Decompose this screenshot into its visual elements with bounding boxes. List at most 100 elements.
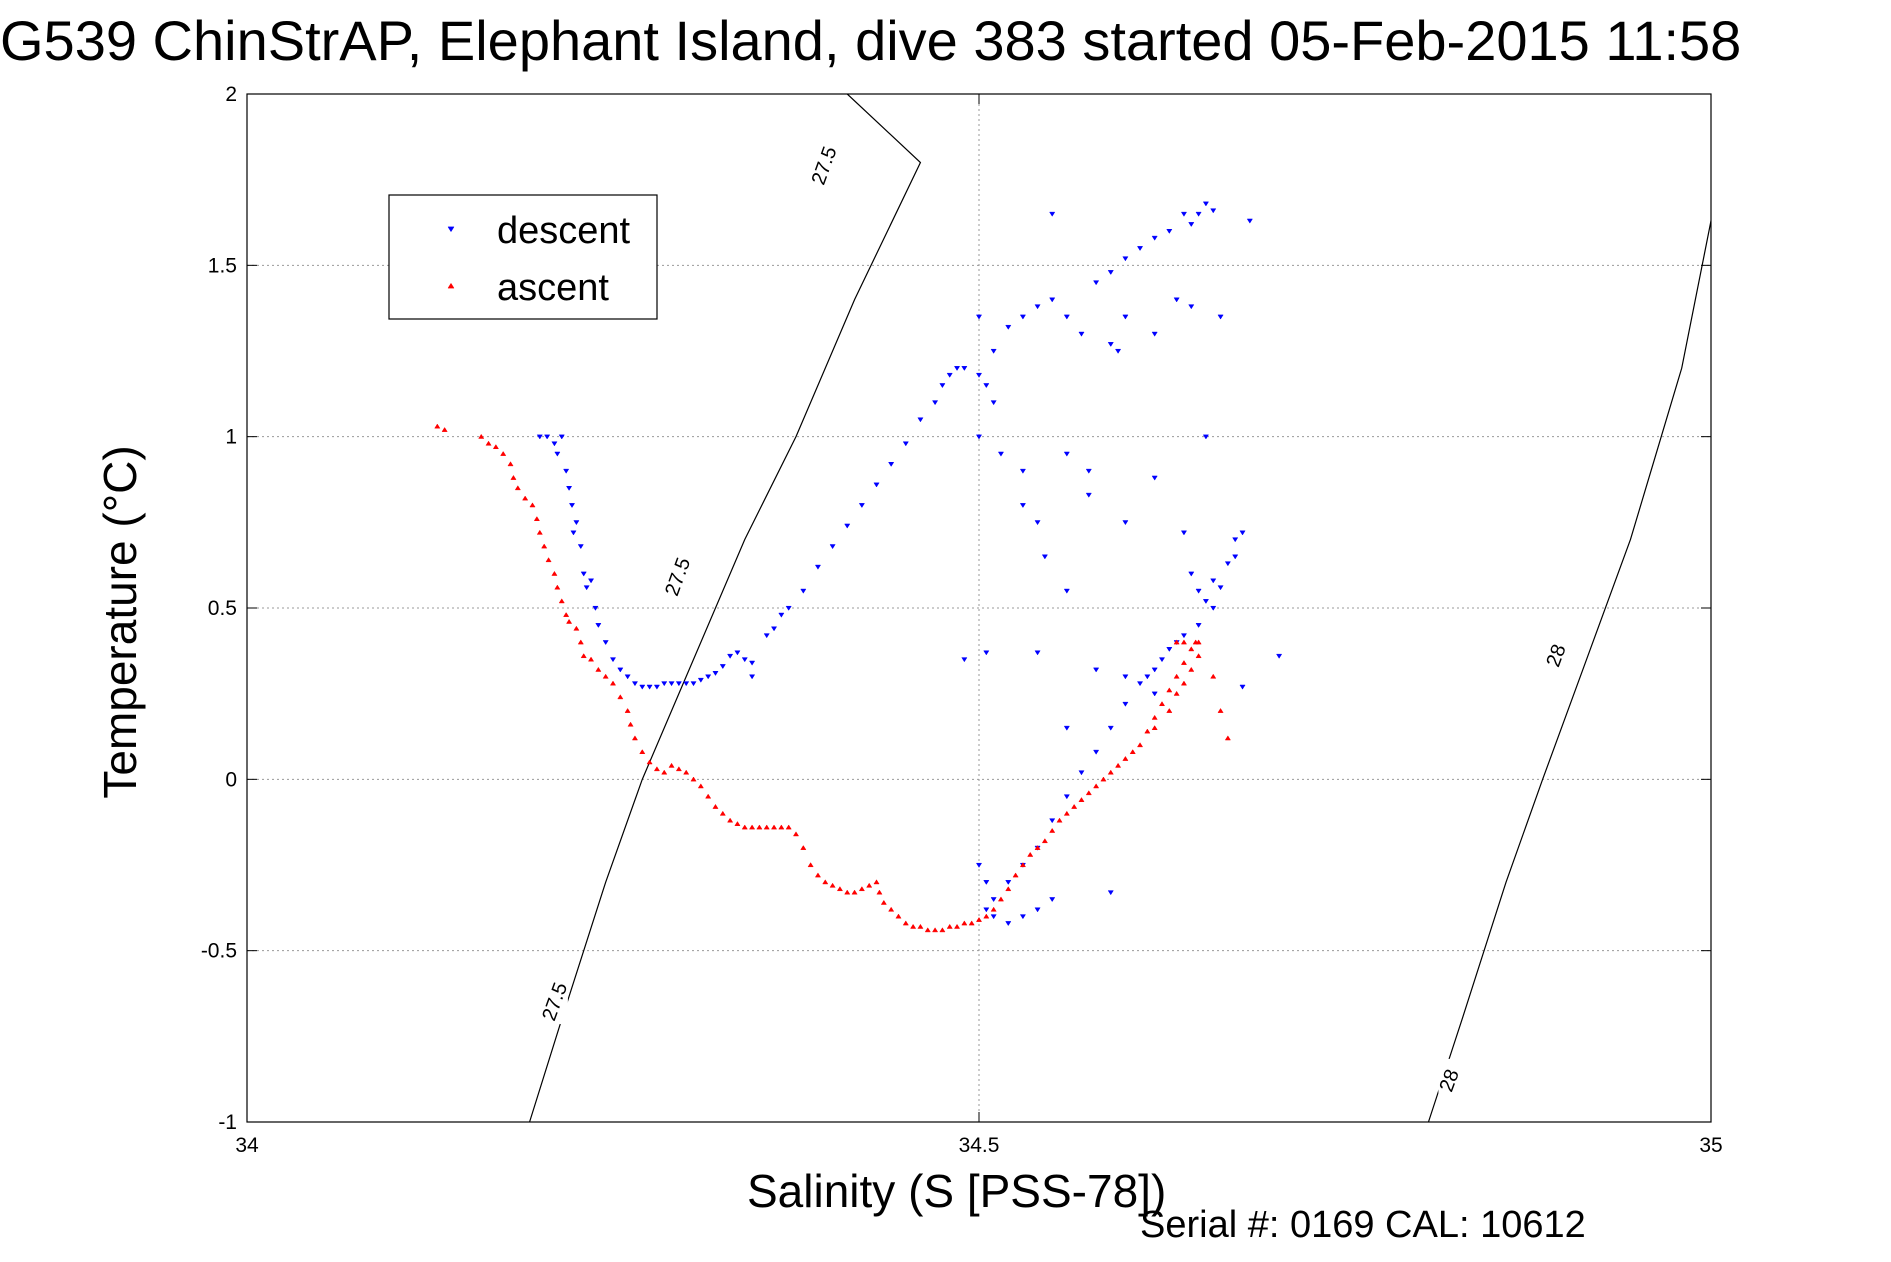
serial-cal-footer: Serial #: 0169 CAL: 10612: [1140, 1204, 1586, 1246]
chart-title: G539 ChinStrAP, Elephant Island, dive 38…: [0, 9, 1742, 72]
ascent-point: [1188, 646, 1195, 652]
descent-point: [1122, 701, 1129, 707]
y-tick-label: 1.5: [208, 254, 237, 277]
descent-point: [946, 372, 953, 378]
ascent-point: [1210, 673, 1217, 679]
descent-point: [1239, 530, 1246, 536]
descent-point: [983, 907, 990, 913]
descent-point: [1093, 667, 1100, 673]
ascent-point: [554, 584, 561, 590]
descent-point: [1136, 681, 1144, 687]
descent-point: [1217, 585, 1224, 591]
descent-point: [727, 653, 734, 659]
descent-point: [1078, 331, 1085, 337]
ascent-point: [510, 474, 517, 480]
legend-label-ascent: ascent: [497, 267, 609, 309]
ascent-point: [814, 872, 822, 878]
x-tick-label: 34: [235, 1134, 259, 1157]
descent-point: [1063, 725, 1070, 731]
contour-label-bg: [1545, 633, 1570, 678]
ascent-point: [587, 656, 595, 662]
descent-point: [1019, 503, 1026, 509]
ascent-point: [1063, 810, 1070, 816]
descent-point: [983, 650, 990, 656]
ascent-point: [1136, 742, 1144, 748]
ascent-point: [541, 543, 548, 549]
descent-point: [749, 674, 756, 680]
descent-point: [690, 681, 697, 687]
descent-point: [1188, 304, 1195, 310]
ascent-point: [1144, 728, 1151, 734]
descent-point: [1078, 770, 1085, 776]
descent-point: [983, 383, 990, 389]
ascent-point: [602, 673, 609, 679]
descent-point: [1107, 725, 1114, 731]
ascent-point: [639, 749, 646, 754]
descent-point: [554, 451, 561, 457]
ascent-point: [983, 913, 990, 919]
descent-point: [1217, 314, 1224, 320]
ascent-point: [1166, 707, 1173, 713]
descent-point: [1151, 235, 1158, 241]
ascent-series: [434, 423, 1231, 933]
ascent-point: [961, 920, 968, 926]
ascent-point: [1217, 707, 1224, 713]
ascent-point: [627, 721, 634, 727]
descent-point: [1166, 228, 1173, 234]
ascent-point: [741, 824, 748, 830]
y-tick-label: -0.5: [201, 940, 237, 963]
descent-point: [983, 880, 990, 885]
ascent-point: [836, 886, 843, 892]
ascent-point: [851, 889, 858, 895]
ascent-point: [536, 529, 543, 535]
ascent-point: [577, 639, 584, 645]
descent-point: [1122, 314, 1129, 320]
descent-point: [1019, 314, 1026, 320]
ascent-point: [485, 440, 492, 446]
descent-point: [587, 578, 595, 584]
ascent-point: [734, 821, 741, 826]
descent-point: [602, 640, 609, 646]
descent-point: [741, 657, 748, 663]
ascent-point: [617, 694, 624, 700]
ascent-point: [910, 923, 917, 929]
ascent-point: [1019, 862, 1026, 868]
ascent-point: [631, 735, 639, 741]
ascent-point: [573, 625, 580, 631]
descent-point: [778, 612, 785, 618]
descent-point: [1107, 342, 1114, 347]
ascent-point: [624, 707, 631, 713]
ascent-point: [1107, 769, 1114, 775]
ascent-point: [778, 824, 785, 830]
descent-point: [932, 400, 939, 406]
descent-point: [595, 623, 602, 628]
descent-point: [1210, 208, 1217, 214]
descent-point: [814, 564, 822, 570]
descent-point: [961, 366, 968, 371]
descent-point: [990, 897, 997, 903]
ascent-point: [939, 927, 946, 933]
descent-point: [1246, 218, 1253, 224]
ascent-point: [1005, 886, 1012, 892]
ascent-point: [1173, 673, 1180, 679]
descent-point: [800, 588, 807, 594]
descent-point: [631, 681, 639, 687]
descent-point: [785, 605, 792, 611]
descent-point: [624, 674, 631, 680]
descent-point: [1005, 880, 1012, 885]
ascent-point: [844, 889, 851, 895]
descent-point: [558, 434, 565, 440]
ascent-point: [800, 845, 807, 850]
ascent-point: [1115, 762, 1122, 768]
descent-point: [1151, 331, 1158, 337]
x-axis-label: Salinity (S [PSS-78]): [747, 1165, 1167, 1217]
x-tick-label: 34.5: [959, 1134, 1000, 1157]
descent-point: [536, 434, 543, 440]
legend: descent ascent: [388, 194, 658, 320]
ascent-point: [880, 899, 887, 905]
descent-point: [975, 434, 983, 440]
ascent-point: [785, 824, 792, 830]
descent-point: [1195, 588, 1202, 594]
ascent-point: [563, 612, 570, 617]
